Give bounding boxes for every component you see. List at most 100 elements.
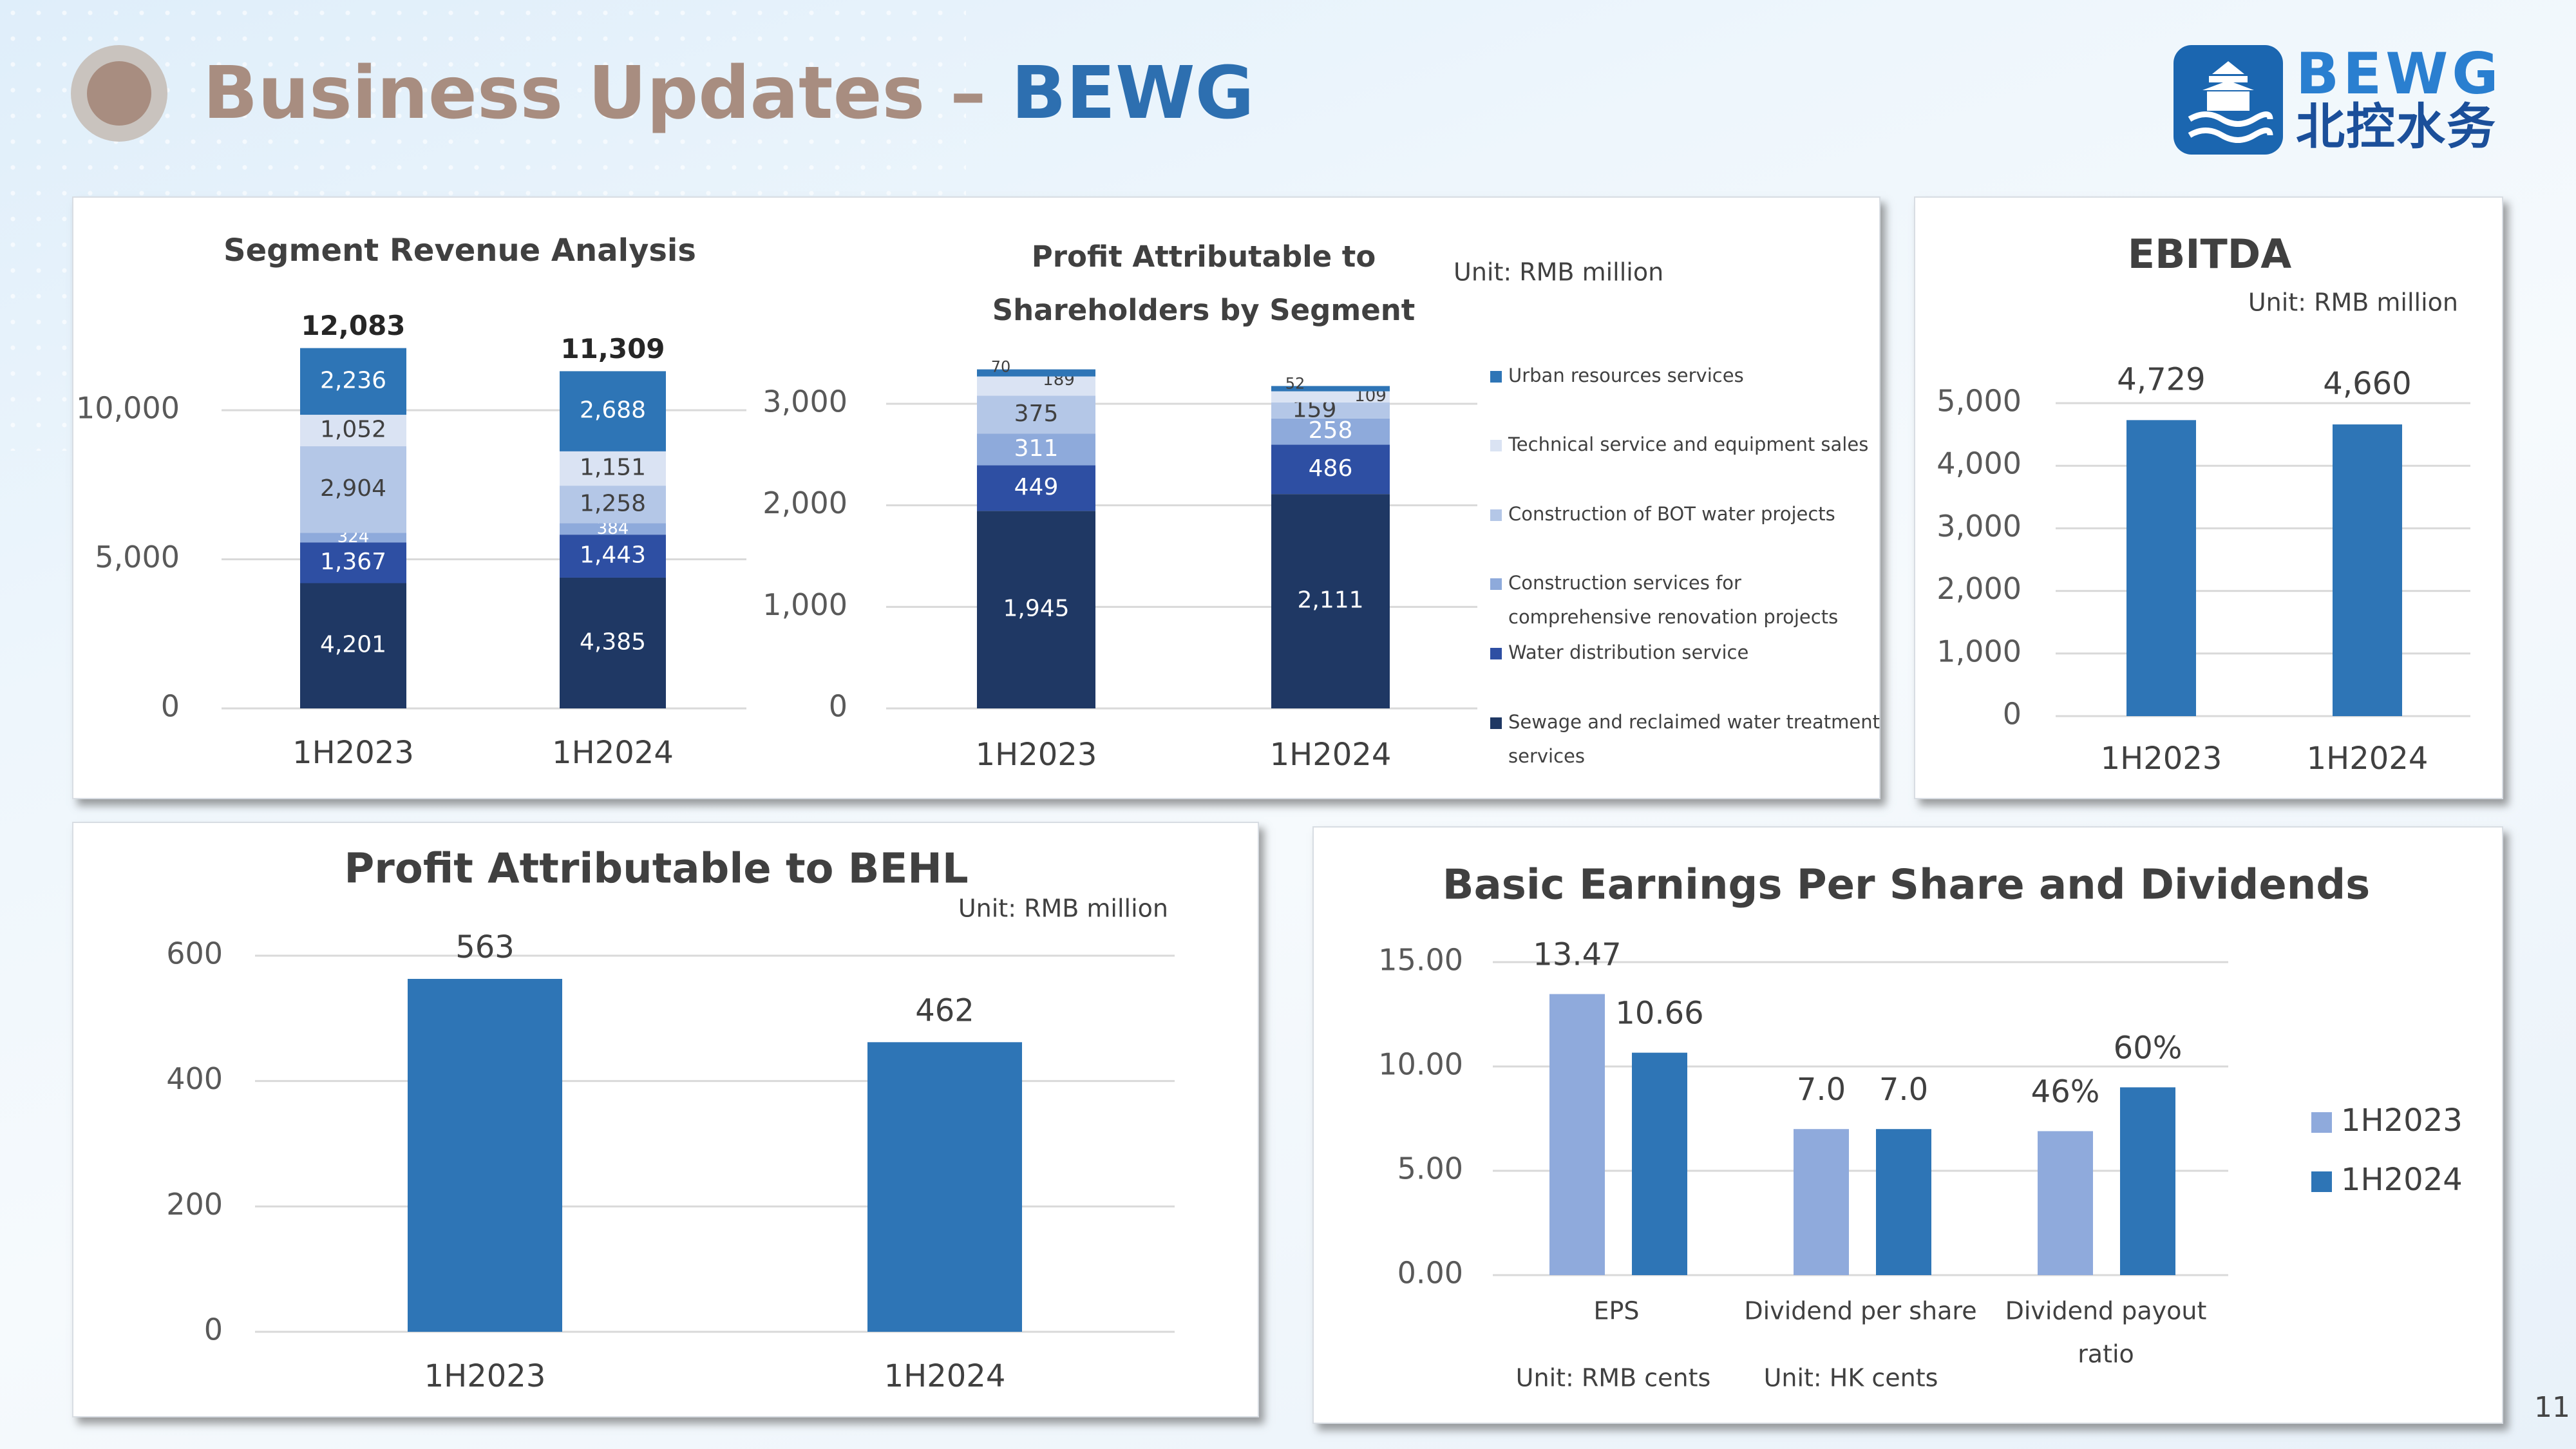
eps-dividends-unit-label: Unit: RMB cents (1516, 1364, 1711, 1392)
bewg-emblem-icon (2174, 45, 2283, 155)
ebitda-bar (2126, 420, 2196, 716)
eps-dividends-title: Basic Earnings Per Share and Dividends (1443, 862, 2370, 909)
profit-segment-bar-bot (1271, 402, 1390, 419)
profit-segment-legend-swatch (1490, 371, 1502, 383)
profit-behl-category-label: 1H2023 (424, 1358, 546, 1394)
eps-dividends-bar (1632, 1052, 1687, 1275)
segment-revenue-total-label: 11,309 (560, 333, 665, 365)
logo-text-cn: 北控水务 (2296, 98, 2497, 155)
segment-revenue-bar-sewage (560, 577, 666, 708)
profit-segment-unit-label: Unit: RMB million (1454, 258, 1663, 287)
profit-segment-bar-bot (977, 395, 1095, 434)
segment-revenue-bar-bot (560, 486, 666, 524)
profit-segment-title: Shareholders by Segment (992, 293, 1416, 327)
eps-dividends-legend-swatch (2311, 1171, 2332, 1192)
profit-segment-legend-label: Construction services for (1508, 572, 1741, 594)
profit-segment-legend-label: Water distribution service (1508, 641, 1748, 663)
profit-behl-data-label: 563 (455, 929, 515, 965)
eps-dividends-unit-label: Unit: HK cents (1764, 1364, 1938, 1392)
profit-behl-panel: Profit Attributable to BEHL Unit: RMB mil… (72, 822, 1259, 1417)
segment-revenue-ytick-label: 5,000 (95, 540, 180, 574)
ebitda-ytick-label: 2,000 (1937, 571, 2022, 606)
profit-segment-bar-technical (1271, 391, 1390, 402)
eps-dividends-category-label: ratio (2078, 1340, 2134, 1368)
profit-segment-data-label: 449 (1014, 474, 1059, 500)
profit-segment-data-label: 258 (1309, 417, 1353, 444)
profit-segment-legend-label: Technical service and equipment sales (1508, 433, 1868, 455)
segment-revenue-title: Segment Revenue Analysis (223, 232, 696, 269)
eps-dividends-bar (1794, 1129, 1849, 1275)
logo-text-en: BEWG (2296, 41, 2503, 107)
ebitda-ytick-label: 1,000 (1937, 634, 2022, 668)
profit-behl-unit-label: Unit: RMB million (958, 895, 1168, 923)
segment-revenue-data-label: 2,904 (320, 475, 386, 502)
eps-dividends-category-label: EPS (1593, 1297, 1639, 1325)
segment-revenue-data-label: 1,367 (320, 549, 386, 575)
ebitda-ytick-label: 5,000 (1937, 384, 2022, 419)
eps-dividends-bar (1876, 1129, 1931, 1275)
profit-segment-legend-label: comprehensive renovation projects (1508, 606, 1838, 628)
profit-behl-ytick-label: 600 (166, 936, 223, 971)
eps-dividends-bar (2038, 1131, 2093, 1275)
profit-segment-bar-urban (1271, 386, 1390, 392)
profit-segment-bar-construction_renovation (977, 433, 1095, 466)
profit-behl-category-label: 1H2024 (884, 1358, 1006, 1394)
profit-segment-bar-sewage (1271, 494, 1390, 708)
segment-revenue-ytick-label: 0 (161, 689, 180, 724)
profit-segment-bar-urban (977, 369, 1095, 377)
segment-revenue-bar-urban (300, 348, 406, 415)
eps-dividends-ytick-label: 10.00 (1378, 1047, 1463, 1082)
segment-revenue-data-label: 1,258 (580, 490, 646, 516)
profit-segment-data-label: 70 (991, 358, 1011, 376)
page-title: Business Updates – BEWG (203, 52, 1255, 135)
profit-segment-bar-water_dist (1271, 444, 1390, 495)
eps-dividends-bar (2120, 1087, 2175, 1275)
profit-segment-legend-swatch (1490, 578, 1502, 590)
page-title-accent: BEWG (1011, 52, 1255, 135)
segment-revenue-data-label: 1,151 (580, 454, 646, 480)
segment-revenue-data-label: 4,201 (320, 632, 386, 658)
eps-dividends-data-label: 7.0 (1797, 1072, 1846, 1108)
profit-behl-bar (867, 1042, 1022, 1332)
segment-revenue-data-label: 2,688 (580, 397, 646, 424)
segment-revenue-data-label: 4,385 (580, 629, 646, 655)
profit-segment-ytick-label: 2,000 (762, 486, 848, 520)
segment-revenue-data-label: 2,236 (320, 367, 386, 393)
segment-revenue-bar-technical (300, 415, 406, 446)
profit-segment-ytick-label: 0 (829, 689, 848, 724)
segment-revenue-category-label: 1H2023 (292, 735, 414, 771)
profit-segment-category-label: 1H2024 (1270, 737, 1392, 773)
segment-charts-panel: Segment Revenue Analysis 0 5,000 10,000 4,20… (72, 196, 1880, 799)
ebitda-category-label: 1H2024 (2307, 741, 2429, 777)
ebitda-title: EBITDA (2128, 231, 2291, 278)
profit-segment-ytick-label: 3,000 (762, 384, 848, 419)
profit-behl-ytick-label: 200 (166, 1187, 223, 1222)
profit-segment-legend-label: Urban resources services (1508, 365, 1744, 386)
segment-revenue-data-label: 1,443 (580, 542, 646, 569)
profit-segment-ytick-label: 1,000 (762, 587, 848, 622)
segment-revenue-bar-construction_renovation (300, 533, 406, 543)
segment-revenue-total-label: 12,083 (301, 310, 405, 341)
profit-segment-data-label: 311 (1014, 435, 1059, 462)
profit-segment-legend-swatch (1490, 440, 1502, 451)
profit-segment-legend-label: Sewage and reclaimed water treatment (1508, 711, 1880, 733)
eps-dividends-data-label: 7.0 (1879, 1072, 1928, 1108)
eps-dividends-ytick-label: 15.00 (1378, 943, 1463, 978)
profit-segment-bar-construction_renovation (1271, 418, 1390, 445)
profit-segment-legend-swatch (1490, 648, 1502, 659)
eps-dividends-legend-swatch (2311, 1112, 2332, 1133)
page-number: 11 (2534, 1391, 2570, 1424)
profit-segment-bar-water_dist (977, 465, 1095, 511)
eps-dividends-data-label: 10.66 (1615, 996, 1703, 1032)
profit-segment-legend-label: services (1508, 745, 1585, 767)
profit-behl-data-label: 462 (915, 992, 974, 1028)
profit-behl-title: Profit Attributable to BEHL (344, 846, 968, 893)
profit-segment-legend-label: Construction of BOT water projects (1508, 503, 1835, 525)
ebitda-category-label: 1H2023 (2101, 741, 2222, 777)
segment-revenue-bar-construction_renovation (560, 523, 666, 535)
profit-segment-category-label: 1H2023 (976, 737, 1097, 773)
eps-dividends-category-label: Dividend payout (2005, 1297, 2207, 1325)
bewg-logo: BEWG 北控水务 (2174, 45, 2534, 155)
ebitda-bar (2333, 424, 2402, 716)
ebitda-data-label: 4,729 (2117, 361, 2205, 397)
